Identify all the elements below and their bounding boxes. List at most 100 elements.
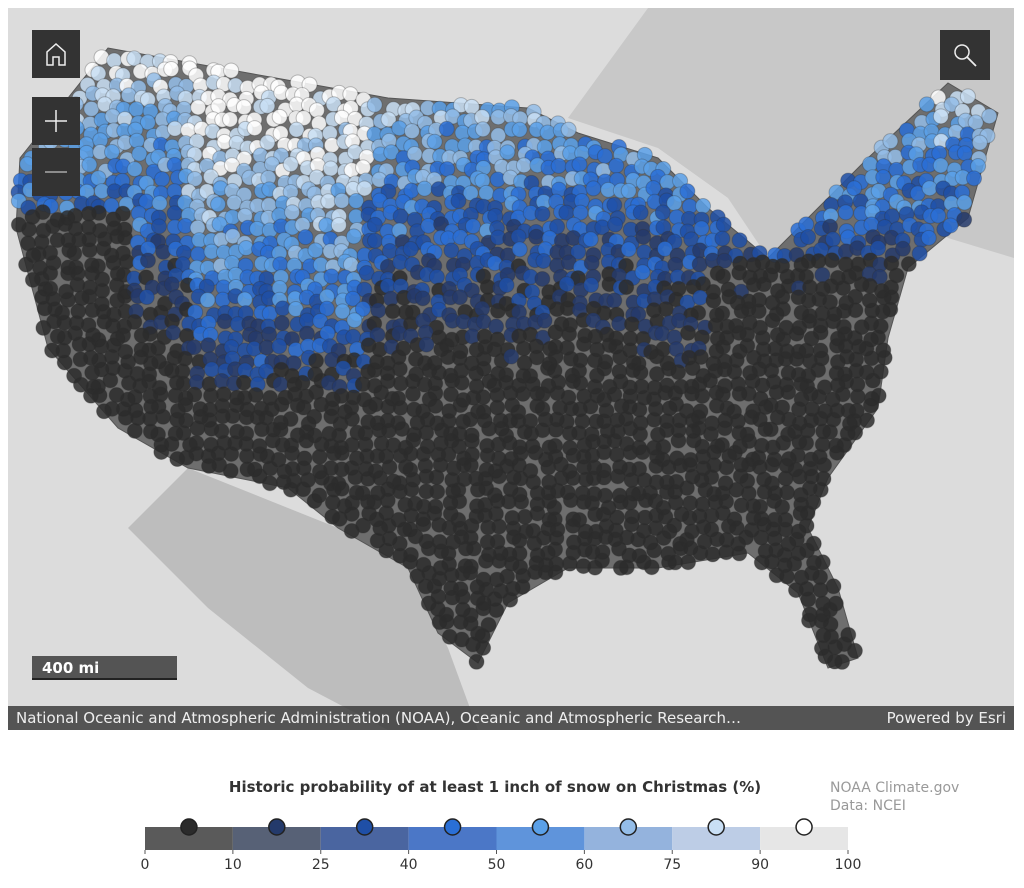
station-dot[interactable]	[367, 232, 384, 249]
station-dot[interactable]	[463, 433, 480, 450]
station-dot[interactable]	[705, 292, 722, 309]
station-dot[interactable]	[273, 315, 290, 332]
station-dot[interactable]	[404, 385, 421, 402]
station-dot[interactable]	[513, 493, 530, 510]
station-dot[interactable]	[489, 399, 506, 416]
station-dot[interactable]	[380, 111, 397, 128]
station-dot[interactable]	[392, 399, 409, 416]
station-dot[interactable]	[882, 133, 899, 150]
station-dot[interactable]	[491, 518, 508, 535]
station-dot[interactable]	[564, 517, 581, 534]
station-dot[interactable]	[643, 559, 660, 576]
station-dot[interactable]	[381, 459, 398, 476]
station-dot[interactable]	[959, 88, 976, 105]
station-dot[interactable]	[900, 256, 917, 273]
station-dot[interactable]	[333, 192, 350, 209]
station-dot[interactable]	[81, 242, 98, 259]
station-dot[interactable]	[282, 411, 299, 428]
station-dot[interactable]	[153, 444, 170, 461]
station-dot[interactable]	[344, 290, 361, 307]
station-dot[interactable]	[295, 110, 312, 127]
station-dot[interactable]	[186, 170, 203, 187]
station-dot[interactable]	[261, 326, 278, 343]
station-dot[interactable]	[333, 445, 350, 462]
station-dot[interactable]	[139, 252, 156, 269]
station-dot[interactable]	[175, 425, 192, 442]
station-dot[interactable]	[166, 120, 183, 137]
station-dot[interactable]	[308, 102, 325, 119]
station-dot[interactable]	[621, 494, 638, 511]
station-dot[interactable]	[596, 360, 613, 377]
station-dot[interactable]	[438, 613, 455, 630]
station-dot[interactable]	[453, 374, 470, 391]
station-dot[interactable]	[511, 121, 528, 138]
station-dot[interactable]	[451, 493, 468, 510]
station-dot[interactable]	[606, 196, 623, 213]
station-dot[interactable]	[18, 256, 35, 273]
station-dot[interactable]	[932, 157, 949, 174]
station-dot[interactable]	[764, 312, 781, 329]
station-dot[interactable]	[502, 591, 519, 608]
station-dot[interactable]	[91, 387, 108, 404]
station-dot[interactable]	[704, 546, 721, 563]
station-dot[interactable]	[451, 289, 468, 306]
station-dot[interactable]	[847, 288, 864, 305]
station-dot[interactable]	[814, 554, 831, 571]
station-dot[interactable]	[210, 196, 227, 213]
station-dot[interactable]	[656, 240, 673, 257]
station-dot[interactable]	[956, 211, 973, 228]
station-dot[interactable]	[775, 434, 792, 451]
station-dot[interactable]	[355, 517, 372, 534]
station-dot[interactable]	[834, 653, 851, 670]
station-dot[interactable]	[236, 291, 253, 308]
station-dot[interactable]	[439, 161, 456, 178]
station-dot[interactable]	[718, 459, 735, 476]
station-dot[interactable]	[800, 229, 817, 246]
station-dot[interactable]	[670, 364, 687, 381]
station-dot[interactable]	[620, 182, 637, 199]
station-dot[interactable]	[632, 426, 649, 443]
station-dot[interactable]	[798, 435, 815, 452]
station-dot[interactable]	[560, 121, 577, 138]
station-dot[interactable]	[550, 157, 567, 174]
station-dot[interactable]	[654, 204, 671, 221]
station-dot[interactable]	[235, 99, 252, 116]
station-dot[interactable]	[731, 545, 748, 562]
station-dot[interactable]	[343, 505, 360, 522]
station-dot[interactable]	[582, 398, 599, 415]
station-dot[interactable]	[405, 432, 422, 449]
station-dot[interactable]	[695, 198, 712, 215]
station-dot[interactable]	[655, 529, 672, 546]
station-dot[interactable]	[777, 470, 794, 487]
station-dot[interactable]	[81, 156, 98, 173]
station-dot[interactable]	[810, 253, 827, 270]
station-dot[interactable]	[323, 268, 340, 285]
station-dot[interactable]	[450, 192, 467, 209]
station-dot[interactable]	[354, 300, 371, 317]
station-dot[interactable]	[474, 121, 491, 138]
station-dot[interactable]	[223, 445, 240, 462]
station-dot[interactable]	[224, 228, 241, 245]
station-dot[interactable]	[679, 183, 696, 200]
station-dot[interactable]	[330, 216, 347, 233]
station-dot[interactable]	[335, 360, 352, 377]
station-dot[interactable]	[702, 425, 719, 442]
station-dot[interactable]	[956, 145, 973, 162]
station-dot[interactable]	[646, 542, 663, 559]
station-dot[interactable]	[858, 412, 875, 429]
station-dot[interactable]	[864, 372, 881, 389]
station-dot[interactable]	[572, 204, 589, 221]
station-dot[interactable]	[862, 397, 879, 414]
station-dot[interactable]	[369, 326, 386, 343]
station-dot[interactable]	[666, 517, 683, 534]
station-dot[interactable]	[930, 207, 947, 224]
station-dot[interactable]	[443, 242, 460, 259]
station-dot[interactable]	[311, 448, 328, 465]
station-dot[interactable]	[690, 304, 707, 321]
station-dot[interactable]	[307, 242, 324, 259]
station-dot[interactable]	[414, 290, 431, 307]
station-dot[interactable]	[561, 325, 578, 342]
station-dot[interactable]	[284, 204, 301, 221]
station-dot[interactable]	[475, 639, 492, 656]
station-dot[interactable]	[572, 375, 589, 392]
